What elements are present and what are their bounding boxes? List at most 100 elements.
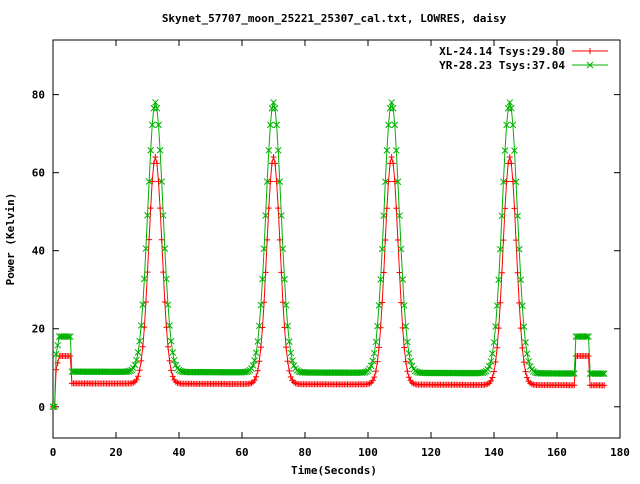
data-point [460, 369, 468, 377]
data-point [520, 359, 527, 366]
data-point [391, 178, 398, 185]
data-point [331, 369, 339, 376]
data-point [467, 369, 474, 377]
data-point [70, 368, 77, 376]
data-point [370, 349, 378, 357]
data-point [283, 344, 290, 351]
data-point [382, 236, 389, 243]
data-point [149, 178, 156, 185]
data-point [336, 369, 344, 377]
data-point [158, 178, 166, 185]
data-point [268, 104, 276, 112]
data-point [593, 370, 600, 377]
data-point [392, 147, 400, 154]
data-point [254, 338, 262, 345]
plot-border [52, 39, 621, 439]
data-point [81, 368, 88, 376]
data-point [136, 367, 143, 374]
data-point [400, 302, 408, 309]
data-point [318, 369, 326, 376]
data-point [63, 333, 71, 340]
data-point [396, 212, 403, 220]
data-point [73, 368, 80, 376]
data-point [89, 368, 96, 376]
data-point [558, 370, 566, 377]
data-point [487, 378, 494, 385]
data-point [586, 370, 594, 377]
data-point [196, 368, 203, 376]
data-point [404, 338, 411, 346]
data-point [218, 368, 225, 376]
data-point [289, 357, 296, 364]
x-tick-label: 0 [50, 446, 57, 459]
data-point [339, 369, 347, 377]
data-point [401, 344, 408, 351]
data-point [144, 211, 151, 219]
data-point [322, 369, 329, 376]
data-point [594, 370, 602, 377]
data-point [452, 369, 460, 377]
data-point [348, 369, 356, 377]
data-point [170, 356, 178, 364]
data-point [516, 299, 523, 306]
data-point [133, 356, 140, 364]
data-point [386, 104, 394, 112]
series-2 [49, 99, 608, 411]
data-point [147, 205, 154, 212]
data-point [550, 370, 558, 377]
data-point [279, 245, 287, 253]
data-point [251, 357, 258, 364]
data-point [266, 121, 274, 129]
data-point [147, 146, 155, 154]
data-point [287, 373, 294, 380]
data-point [394, 237, 401, 244]
data-point [60, 333, 68, 340]
x-tick-label: 20 [109, 446, 122, 459]
data-point [98, 368, 106, 376]
data-point [383, 205, 390, 212]
data-point [430, 369, 438, 377]
data-point [575, 333, 583, 340]
data-point [260, 245, 268, 253]
data-point [159, 211, 167, 219]
data-point [555, 370, 562, 377]
data-point [157, 205, 164, 212]
data-point [493, 302, 501, 310]
data-point [440, 369, 447, 377]
data-point [500, 237, 507, 244]
data-point [371, 374, 378, 381]
data-point [344, 369, 351, 377]
data-point [51, 403, 58, 411]
data-point [328, 369, 336, 376]
data-point [378, 245, 386, 253]
data-point [164, 301, 172, 309]
data-point [278, 212, 285, 219]
data-point [219, 368, 227, 376]
data-point [100, 368, 107, 376]
x-tick-label: 180 [610, 446, 630, 459]
data-point [281, 275, 288, 283]
x-tick-label: 100 [358, 446, 378, 459]
data-point [509, 178, 516, 185]
data-point [518, 302, 526, 310]
data-point [512, 178, 520, 186]
data-point [199, 368, 206, 376]
data-point [67, 353, 74, 360]
data-point [441, 369, 449, 377]
data-point [207, 368, 214, 376]
data-point [163, 275, 170, 283]
data-point [285, 338, 293, 345]
data-point [597, 370, 605, 377]
data-point [462, 369, 470, 377]
data-point [273, 178, 280, 185]
data-point [574, 333, 581, 340]
data-point [522, 368, 529, 375]
x-tick-label: 60 [235, 446, 248, 459]
data-point [111, 368, 118, 376]
data-point [202, 368, 210, 376]
data-point [514, 269, 521, 276]
data-point [383, 147, 391, 154]
data-point [506, 99, 514, 106]
data-point [489, 374, 496, 381]
data-point [314, 369, 321, 376]
